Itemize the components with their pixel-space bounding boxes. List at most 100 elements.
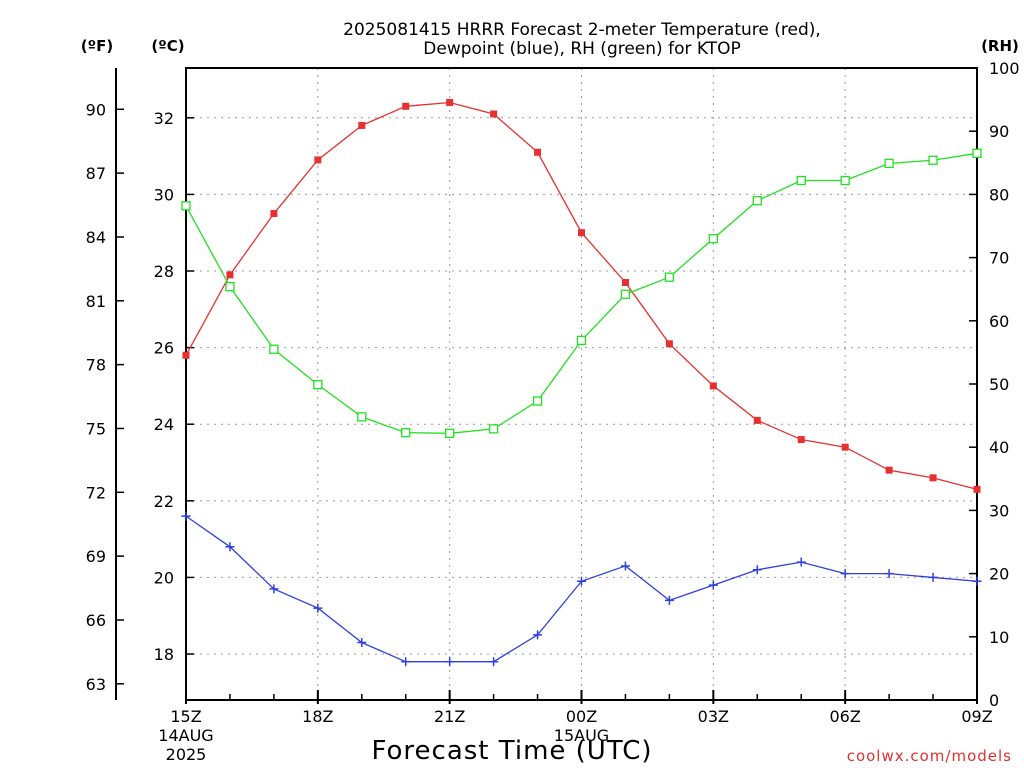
dewpoint-point <box>620 561 630 571</box>
x-tick-label: 2025 <box>166 745 207 764</box>
fahrenheit-tick-label: 69 <box>86 547 106 566</box>
fahrenheit-tick-label: 63 <box>86 675 106 694</box>
rh-point <box>708 233 718 244</box>
celsius-tick-label: 18 <box>154 645 174 664</box>
rh-tick-label: 30 <box>989 501 1009 520</box>
rh-tick-label: 80 <box>989 185 1009 204</box>
x-tick-label: 15AUG <box>554 726 609 745</box>
chart-subtitle: Dewpoint (blue), RH (green) for KTOP <box>423 39 740 59</box>
celsius-unit-label: (ºC) <box>151 37 184 55</box>
rh-point <box>269 344 279 354</box>
rh-tick-label: 70 <box>989 249 1009 268</box>
rh-point <box>928 155 938 165</box>
rh-tick-label: 50 <box>989 375 1009 394</box>
temperature-point <box>358 121 366 129</box>
dewpoint-point <box>269 584 279 594</box>
dewpoint-point <box>357 638 367 648</box>
temperature-point <box>973 485 981 493</box>
rh-tick-label: 10 <box>989 628 1009 647</box>
rh-point <box>532 396 543 406</box>
temperature-point <box>314 156 322 164</box>
fahrenheit-tick-label: 78 <box>86 356 106 375</box>
temperature-point <box>182 351 190 359</box>
fahrenheit-tick-label: 90 <box>86 100 106 119</box>
temperature-point <box>885 466 893 474</box>
rh-point <box>620 289 631 299</box>
x-tick-label: 14AUG <box>158 726 213 745</box>
rh-tick-label: 40 <box>989 438 1009 457</box>
fahrenheit-unit-label: (ºF) <box>81 37 113 55</box>
temperature-point <box>841 443 849 451</box>
dewpoint-point <box>752 565 762 575</box>
temperature-point <box>709 382 717 390</box>
dewpoint-point <box>928 572 938 582</box>
rh-point <box>796 175 806 186</box>
temperature-point <box>621 278 629 286</box>
celsius-tick-label: 20 <box>154 568 174 587</box>
rh-tick-label: 100 <box>989 59 1020 78</box>
rh-point <box>445 428 455 438</box>
dewpoint-point <box>401 657 411 667</box>
temperature-point <box>226 271 234 279</box>
dewpoint-point <box>445 657 455 667</box>
fahrenheit-tick-label: 66 <box>86 611 106 630</box>
dewpoint-point <box>577 576 586 586</box>
rh-point <box>752 196 762 206</box>
dewpoint-point <box>181 511 191 521</box>
rh-point <box>488 424 499 434</box>
x-tick-label: 21Z <box>434 707 465 726</box>
temperature-point <box>490 110 498 118</box>
dewpoint-point <box>972 576 982 586</box>
dewpoint-point <box>708 580 718 590</box>
rh-tick-label: 60 <box>989 312 1009 331</box>
rh-point <box>313 379 323 390</box>
chart-title: 2025081415 HRRR Forecast 2-meter Tempera… <box>343 20 821 40</box>
rh-point <box>840 175 850 186</box>
dewpoint-point <box>840 569 850 579</box>
celsius-tick-label: 22 <box>154 492 174 511</box>
temperature-point <box>665 340 673 348</box>
dewpoint-point <box>884 569 894 579</box>
rh-point <box>181 201 191 211</box>
temperature-point <box>270 210 278 218</box>
data-series <box>181 98 982 667</box>
grid-lines <box>186 68 977 700</box>
x-tick-label: 06Z <box>830 707 861 726</box>
celsius-tick-label: 24 <box>154 415 174 434</box>
celsius-tick-label: 30 <box>154 185 174 204</box>
x-tick-label: 15Z <box>170 707 201 726</box>
fahrenheit-tick-label: 87 <box>86 164 106 183</box>
fahrenheit-tick-label: 81 <box>86 292 106 311</box>
temperature-point <box>534 148 542 156</box>
temperature-point <box>446 98 454 106</box>
rh-point <box>664 272 675 282</box>
credit-text: coolwx.com/models <box>847 747 1012 765</box>
celsius-tick-label: 32 <box>154 109 174 128</box>
x-axis-title: Forecast Time (UTC) <box>371 736 652 766</box>
series-filled-square <box>182 98 981 493</box>
axes <box>115 67 978 704</box>
fahrenheit-tick-label: 72 <box>86 483 106 502</box>
dewpoint-point <box>489 657 499 667</box>
rh-tick-label: 20 <box>989 565 1009 584</box>
temperature-point <box>797 436 805 444</box>
fahrenheit-tick-label: 84 <box>86 228 106 247</box>
dewpoint-point <box>313 603 323 613</box>
x-tick-label: 09Z <box>961 707 992 726</box>
celsius-tick-label: 28 <box>154 262 174 281</box>
tick-labels: 63 66 69 72 75 78 81 84 87 90 18 20 22 24 26 28 30 32 0 10 2… <box>86 59 1020 764</box>
rh-tick-label: 0 <box>989 691 999 710</box>
temperature-point <box>929 474 937 482</box>
x-tick-label: 00Z <box>566 707 597 726</box>
series-open-square <box>181 148 982 438</box>
rh-point <box>357 412 367 422</box>
rh-point <box>884 158 894 169</box>
dewpoint-point <box>225 542 235 552</box>
dewpoint-point <box>796 557 806 567</box>
rh-tick-label: 90 <box>989 122 1009 141</box>
series-plus <box>181 511 982 667</box>
rh-point <box>972 148 982 158</box>
rh-point <box>576 335 587 346</box>
rh-unit-label: (RH) <box>981 37 1019 55</box>
fahrenheit-tick-label: 75 <box>86 419 106 438</box>
